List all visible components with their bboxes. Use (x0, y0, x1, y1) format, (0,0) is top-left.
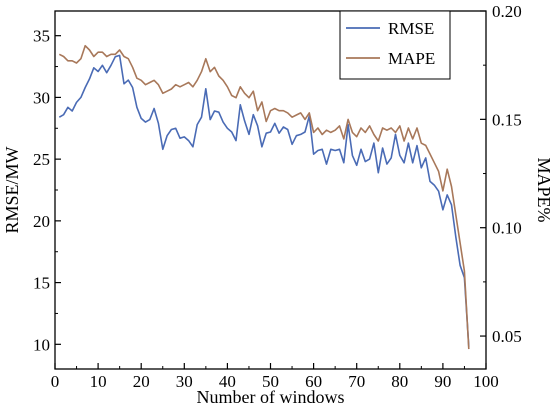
y-left-tick-label: 15 (33, 274, 50, 293)
legend-label-rmse: RMSE (388, 19, 434, 38)
y-right-axis-title: MAPE% (534, 157, 550, 222)
legend-label-mape: MAPE (388, 49, 435, 68)
y-right-tick-label: 0.05 (492, 327, 522, 346)
legend-box (339, 10, 451, 80)
x-tick-label: 70 (348, 372, 365, 391)
x-tick-label: 30 (176, 372, 193, 391)
y-left-tick-label: 20 (33, 212, 50, 231)
x-tick-label: 10 (90, 372, 107, 391)
x-tick-label: 100 (473, 372, 499, 391)
series-lines (58, 44, 470, 350)
x-tick-label: 0 (51, 372, 60, 391)
x-tick-label: 20 (133, 372, 150, 391)
y-right-tick-label: 0.15 (492, 110, 522, 129)
series-line-mape (58, 44, 470, 350)
y-left-axis-title: RMSE/MW (2, 146, 22, 233)
x-axis-title: Number of windows (197, 387, 345, 407)
x-tick-label: 80 (391, 372, 408, 391)
y-left-tick-label: 25 (33, 150, 50, 169)
x-tick-label: 60 (305, 372, 322, 391)
axis-ticks: 0 10 20 30 40 50 60 70 80 90 1001015202530350.050.… (33, 2, 522, 391)
y-right-tick-label: 0.10 (492, 219, 522, 238)
y-left-tick-label: 35 (33, 27, 50, 46)
series-line-rmse (58, 54, 470, 347)
y-right-tick-label: 0.20 (492, 2, 522, 21)
x-tick-label: 40 (219, 372, 236, 391)
y-left-tick-label: 30 (33, 88, 50, 107)
legend: RMSE MAPE (339, 10, 451, 80)
y-left-tick-label: 10 (33, 335, 50, 354)
x-tick-label: 50 (262, 372, 279, 391)
x-tick-label: 90 (434, 372, 451, 391)
